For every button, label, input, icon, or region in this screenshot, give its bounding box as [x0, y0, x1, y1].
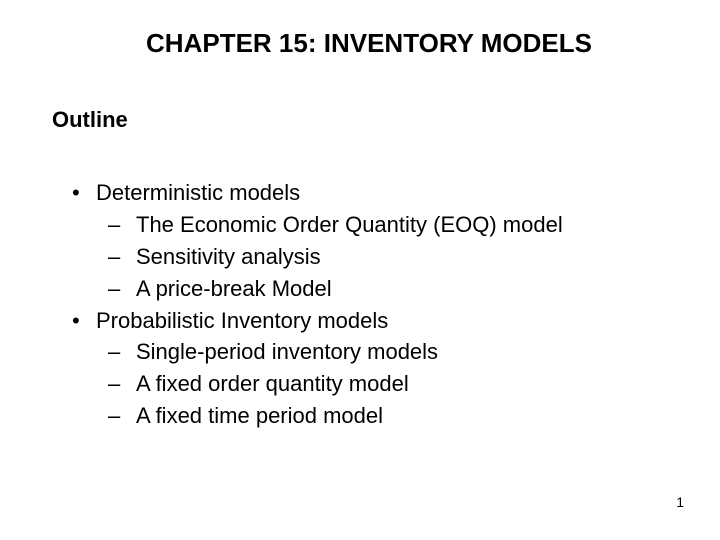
list-item: –A price-break Model: [108, 273, 668, 305]
list-item: –A fixed order quantity model: [108, 368, 668, 400]
list-item: •Probabilistic Inventory models: [72, 305, 668, 337]
dash-icon: –: [108, 273, 136, 305]
outline-heading: Outline: [52, 107, 668, 133]
page-title: CHAPTER 15: INVENTORY MODELS: [110, 28, 628, 59]
list-item-text: Single-period inventory models: [136, 339, 438, 364]
dash-icon: –: [108, 336, 136, 368]
list-item-text: A fixed order quantity model: [136, 371, 409, 396]
list-item: –The Economic Order Quantity (EOQ) model: [108, 209, 668, 241]
list-item-text: Probabilistic Inventory models: [96, 308, 388, 333]
dash-icon: –: [108, 241, 136, 273]
bullet-icon: •: [72, 177, 96, 209]
list-item-text: Sensitivity analysis: [136, 244, 321, 269]
dash-icon: –: [108, 209, 136, 241]
list-item: –A fixed time period model: [108, 400, 668, 432]
slide-page: CHAPTER 15: INVENTORY MODELS Outline •De…: [0, 0, 720, 540]
list-item: –Single-period inventory models: [108, 336, 668, 368]
list-item-text: A fixed time period model: [136, 403, 383, 428]
list-item-text: Deterministic models: [96, 180, 300, 205]
list-item-text: A price-break Model: [136, 276, 332, 301]
list-item: –Sensitivity analysis: [108, 241, 668, 273]
list-item-text: The Economic Order Quantity (EOQ) model: [136, 212, 563, 237]
dash-icon: –: [108, 400, 136, 432]
list-item: •Deterministic models: [72, 177, 668, 209]
outline-list: •Deterministic models –The Economic Orde…: [52, 177, 668, 432]
dash-icon: –: [108, 368, 136, 400]
bullet-icon: •: [72, 305, 96, 337]
page-number: 1: [676, 494, 684, 510]
